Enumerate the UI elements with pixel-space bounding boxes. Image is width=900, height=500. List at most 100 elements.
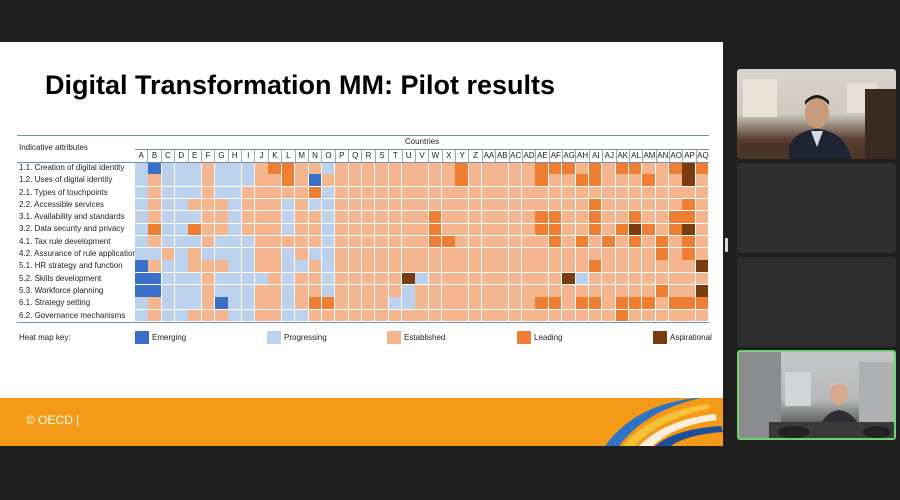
heatmap-cell — [642, 223, 656, 237]
heatmap-cell — [602, 223, 616, 237]
heatmap-cell — [602, 162, 616, 175]
heatmap-cell — [615, 248, 630, 261]
countries-header: Countries — [404, 137, 440, 146]
heatmap-cell — [268, 211, 283, 224]
heatmap-cell — [548, 198, 563, 212]
heatmap-cell — [321, 248, 336, 261]
heatmap-cell — [535, 174, 549, 187]
heatmap-cell — [428, 297, 443, 310]
heatmap-cell — [415, 198, 429, 212]
heatmap-cell — [188, 248, 202, 261]
heatmap-cell — [175, 223, 189, 237]
heatmap-cell — [188, 272, 202, 286]
heatmap-cell — [628, 223, 643, 237]
heatmap-cell — [281, 248, 296, 261]
heatmap-cell — [228, 272, 242, 286]
heatmap-cell — [508, 260, 523, 273]
heatmap-cell — [495, 309, 509, 323]
key-swatch — [653, 331, 667, 344]
heatmap-cell — [175, 211, 189, 224]
heatmap-cell — [442, 174, 456, 187]
column-header-al: AL — [628, 150, 642, 162]
heatmap-cell — [508, 174, 523, 187]
participant-video-3[interactable] — [737, 257, 896, 347]
participant-video-1[interactable] — [737, 69, 896, 159]
row-label: 6.1. Strategy setting — [19, 298, 91, 308]
heatmap-cell — [375, 272, 389, 286]
heatmap-cell — [228, 174, 242, 187]
panel-resize-handle[interactable] — [725, 238, 728, 252]
heatmap-cell — [255, 174, 269, 187]
heatmap-cell — [602, 174, 616, 187]
heatmap-cell — [442, 186, 456, 200]
heatmap-cell — [201, 186, 216, 200]
participant-video-4[interactable] — [737, 350, 896, 440]
heatmap-key: Heat map key: Emerging Progressing Establi… — [17, 331, 712, 345]
column-header-z: Z — [468, 150, 481, 162]
heatmap-cell — [428, 309, 443, 323]
heatmap-cell — [602, 235, 616, 249]
heatmap-cell — [375, 248, 389, 261]
heatmap-cell — [682, 260, 696, 273]
heatmap-cell — [442, 162, 456, 175]
heatmap-cell — [135, 260, 149, 273]
heatmap-cell — [668, 309, 683, 323]
footer-copyright: © OECD | — [26, 413, 80, 427]
heatmap-cell — [495, 174, 509, 187]
heatmap-cell — [615, 211, 630, 224]
heatmap-cell — [428, 260, 443, 273]
heatmap-cell — [388, 174, 403, 187]
heatmap-cell — [628, 309, 643, 323]
key-text: Aspirational — [670, 333, 712, 342]
heatmap-cell — [281, 198, 296, 212]
heatmap-cell — [308, 235, 323, 249]
heatmap-cell — [188, 211, 202, 224]
column-header-k: K — [267, 150, 281, 162]
heatmap-cell — [535, 260, 549, 273]
heatmap-cell — [268, 309, 283, 323]
heatmap-cell — [655, 297, 670, 310]
heatmap-cell — [548, 285, 563, 298]
heatmap-cell — [241, 248, 256, 261]
key-item-aspirational: Aspirational — [653, 331, 712, 344]
heatmap-cell — [655, 211, 670, 224]
heatmap-cell — [508, 235, 523, 249]
heatmap-cell — [321, 260, 336, 273]
column-headers: A B C D E F G H I J K L M N O P Q R S T U V W X Y Z AA AB AC AD AE AF AG… — [135, 149, 709, 163]
heatmap-cell — [615, 272, 630, 286]
column-header-ac: AC — [508, 150, 522, 162]
heatmap-cell — [348, 248, 363, 261]
participant-video-2[interactable] — [737, 163, 896, 253]
heatmap-cell — [588, 260, 603, 273]
heatmap-cell — [602, 260, 616, 273]
heatmap-cell — [522, 272, 536, 286]
heatmap-cell — [228, 309, 242, 323]
heatmap-cell — [321, 235, 336, 249]
heatmap-cell — [308, 248, 323, 261]
heatmap-cell — [455, 309, 469, 323]
heatmap-cell — [215, 248, 229, 261]
heatmap-cell — [642, 235, 656, 249]
heatmap-cell — [495, 297, 509, 310]
heatmap-cell — [188, 297, 202, 310]
key-text: Progressing — [284, 333, 327, 342]
heatmap-cell — [388, 162, 403, 175]
heatmap-cell — [215, 235, 229, 249]
heatmap-cell — [201, 235, 216, 249]
heatmap-cell — [535, 285, 549, 298]
heatmap-cell — [215, 198, 229, 212]
column-header-s: S — [374, 150, 388, 162]
heatmap-cell — [135, 211, 149, 224]
heatmap-cell — [455, 285, 469, 298]
heatmap-cell — [522, 174, 536, 187]
heatmap-cell — [495, 248, 509, 261]
heatmap-cell — [401, 235, 416, 249]
heatmap-cell — [388, 198, 403, 212]
heatmap-cell — [455, 260, 469, 273]
heatmap-cell — [268, 272, 283, 286]
column-header-n: N — [307, 150, 321, 162]
heatmap-cell — [482, 297, 496, 310]
heatmap-cell — [668, 260, 683, 273]
heatmap-cell — [575, 186, 590, 200]
heatmap-cell — [468, 297, 483, 310]
